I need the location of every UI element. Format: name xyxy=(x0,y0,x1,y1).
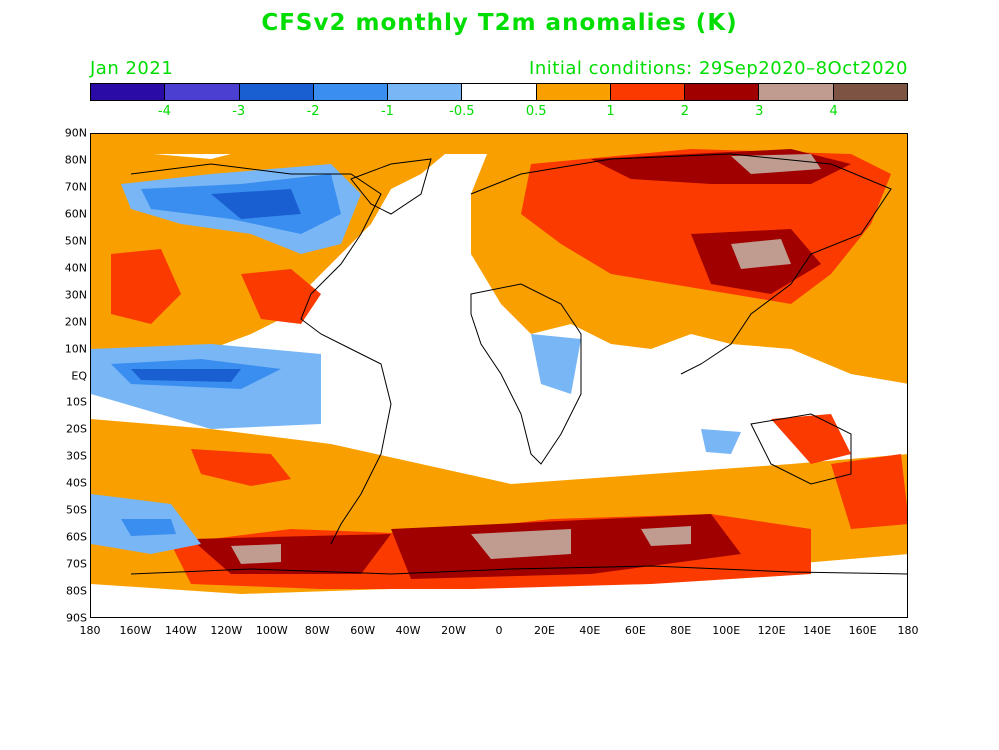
legend-label: 2 xyxy=(680,104,690,119)
legend-swatch xyxy=(388,84,463,100)
legend-swatch xyxy=(462,84,537,100)
latitude-tick-label: 30S xyxy=(66,449,87,463)
latitude-tick-label: 90S xyxy=(66,611,87,625)
strong-cool-anomaly-fields xyxy=(131,189,301,382)
longitude-tick-label: 100E xyxy=(712,624,741,637)
longitude-tick-label: 120W xyxy=(210,624,243,637)
anomaly-map-graphic xyxy=(91,134,907,594)
latitude-tick-label: 70N xyxy=(64,180,87,194)
longitude-tick-label: 20W xyxy=(441,624,466,637)
legend-swatch xyxy=(536,84,611,100)
latitude-tick-label: 70S xyxy=(66,557,87,571)
coastlines xyxy=(130,153,907,575)
color-legend-bar xyxy=(90,83,908,101)
legend-swatch xyxy=(610,84,686,100)
longitude-tick-label: 60E xyxy=(624,624,646,637)
legend-swatch xyxy=(165,84,240,100)
legend-swatch xyxy=(239,84,314,100)
legend-swatch xyxy=(759,84,834,100)
legend-swatch xyxy=(313,84,389,100)
longitude-tick-label: 100W xyxy=(255,624,288,637)
latitude-tick-label: 60N xyxy=(64,207,87,221)
longitude-tick-label: 60W xyxy=(350,624,376,637)
extreme-warm-anomaly-fields xyxy=(231,154,821,564)
initial-conditions-label: Initial conditions: 29Sep2020–8Oct2020 xyxy=(529,58,908,79)
legend-label: -4 xyxy=(157,104,171,119)
latitude-tick-label: 90N xyxy=(64,126,87,140)
latitude-tick-label: 10S xyxy=(66,395,87,409)
longitude-tick-label: 140E xyxy=(803,624,832,637)
legend-swatch xyxy=(833,84,907,100)
legend-label: 3 xyxy=(755,104,764,119)
anomaly-map xyxy=(90,133,908,618)
latitude-tick-label: 80S xyxy=(66,584,87,598)
legend-label: 1 xyxy=(606,104,615,119)
legend-label: -1 xyxy=(380,104,394,119)
latitude-tick-label: 40S xyxy=(66,476,87,490)
latitude-tick-label: 50N xyxy=(64,234,87,248)
longitude-tick-label: 80E xyxy=(670,624,692,637)
latitude-tick-label: 30N xyxy=(64,288,87,302)
valid-month-label: Jan 2021 xyxy=(90,58,174,79)
longitude-tick-label: 160E xyxy=(848,624,877,637)
longitude-tick-label: 120E xyxy=(757,624,786,637)
longitude-tick-label: 40W xyxy=(395,624,421,637)
longitude-tick-label: 80W xyxy=(304,624,330,637)
latitude-tick-label: 50S xyxy=(66,503,87,517)
longitude-tick-label: 40E xyxy=(579,624,601,637)
chart-title: CFSv2 monthly T2m anomalies (K) xyxy=(261,10,738,36)
longitude-tick-label: 180 xyxy=(79,624,101,637)
latitude-tick-label: 20N xyxy=(64,315,87,329)
legend-label: 0.5 xyxy=(525,104,547,119)
longitude-tick-label: 0 xyxy=(495,624,503,637)
legend-label: -2 xyxy=(306,104,320,119)
longitude-tick-label: 20E xyxy=(533,624,555,637)
latitude-tick-label: 20S xyxy=(66,422,87,436)
legend-label: -3 xyxy=(232,104,246,119)
legend-label: 4 xyxy=(829,104,838,119)
longitude-tick-label: 180 xyxy=(897,624,919,637)
latitude-tick-label: 40N xyxy=(64,261,87,275)
latitude-tick-label: 10N xyxy=(64,342,87,356)
latitude-tick-label: 60S xyxy=(66,530,87,544)
legend-swatch xyxy=(685,84,760,100)
latitude-tick-label: EQ xyxy=(71,369,87,382)
longitude-tick-label: 140W xyxy=(164,624,197,637)
legend-label: -0.5 xyxy=(449,104,475,119)
latitude-tick-label: 80N xyxy=(64,153,87,167)
longitude-tick-label: 160W xyxy=(119,624,152,637)
legend-swatch xyxy=(91,84,166,100)
